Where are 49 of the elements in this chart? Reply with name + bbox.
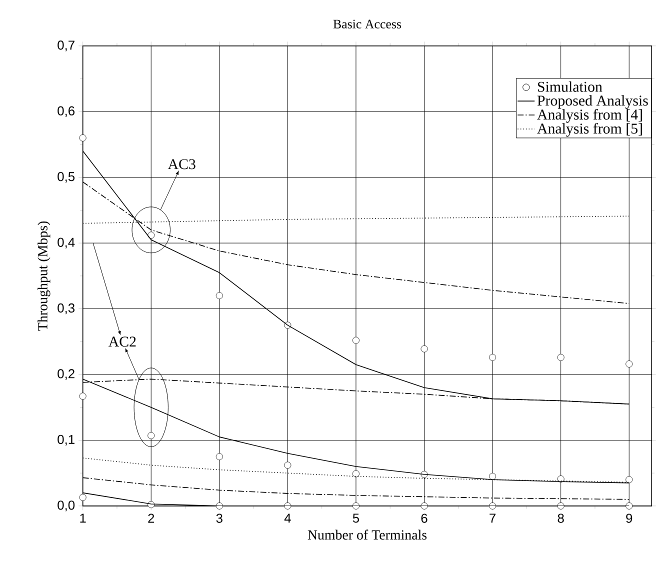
y-tick-label: 0,1 [58,434,74,446]
y-tick-label: 0,3 [58,304,75,314]
point [79,494,86,501]
annotation: AC3 [168,159,196,170]
point [489,472,496,480]
x-tick-label: 9 [626,514,632,523]
legend-label: Proposed Analysis [537,95,648,109]
annotation: AC2 [108,336,136,347]
x-tick-label: 1 [80,514,86,523]
y-tick-label: 0,5 [58,172,75,183]
point [420,345,428,352]
point [626,476,633,484]
point [148,232,155,239]
point [352,470,360,478]
x-tick-label: 8 [558,514,564,523]
point [489,502,496,510]
point [284,462,292,469]
x-tick-label: 6 [421,514,428,523]
point [216,292,223,300]
legend-label: Simulation [538,81,602,92]
y-tick-label: 0,7 [58,40,74,52]
point [216,453,223,460]
y-axis-title: Throughput (Mbps) [38,222,50,331]
point [148,432,155,440]
point [216,502,223,510]
point [79,392,86,400]
y-tick-label: 0,6 [58,106,75,118]
point [557,354,564,361]
point [352,502,360,510]
x-axis-title: Number of Terminals [308,530,427,540]
chart-title: Basic Access [333,20,402,29]
point [626,502,633,510]
point [557,502,564,510]
y-tick-label: 0,4 [58,238,75,248]
legend-label: Analysis from [5] [537,123,642,137]
x-tick-label: 2 [148,514,154,523]
x-tick-label: 7 [490,514,496,523]
y-tick-label: 0,0 [58,500,75,512]
y-tick-label: 0,2 [58,369,74,380]
x-tick-label: 3 [216,514,222,523]
point [79,134,86,142]
point [352,336,360,344]
legend-label: Analysis from [4] [537,109,642,123]
x-tick-label: 5 [352,514,360,523]
point [489,354,496,361]
point [420,502,428,510]
point [626,360,633,368]
point [284,502,292,510]
x-tick-label: 4 [284,514,291,523]
